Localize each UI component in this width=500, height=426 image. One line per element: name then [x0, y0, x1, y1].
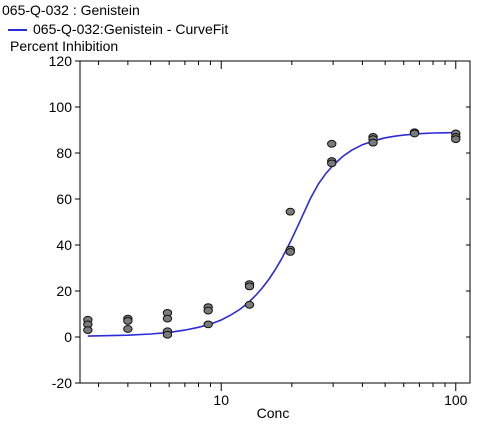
data-point	[327, 159, 337, 168]
x-axis-label: Conc	[257, 405, 290, 421]
legend-curvefit-label: 065-Q-032:Genistein - CurveFit	[33, 21, 228, 37]
legend: 065-Q-032 : Genistein 065-Q-032:Genistei…	[2, 2, 228, 37]
y-tick-label: 120	[49, 53, 73, 69]
y-tick-label: 40	[56, 237, 72, 253]
data-point	[162, 330, 173, 339]
y-tick-label: 100	[49, 99, 73, 115]
data-point	[368, 138, 378, 147]
plot-frame	[79, 60, 471, 384]
data-point	[285, 248, 295, 256]
data-point	[123, 325, 133, 333]
x-axis-ticks: 10 100	[98, 61, 468, 408]
data-point	[409, 129, 420, 138]
y-axis-ticks: -20 0 20 40 60 80 100 120	[49, 53, 470, 391]
curve-fit	[87, 131, 456, 337]
y-tick-label: 0	[64, 329, 72, 345]
data-point	[203, 320, 213, 329]
data-point	[83, 326, 93, 335]
y-tick-label: 80	[56, 145, 72, 161]
data-point	[451, 135, 461, 144]
data-point	[203, 306, 213, 315]
y-tick-label: 20	[56, 283, 72, 299]
data-point	[162, 314, 173, 323]
chart-title: 065-Q-032 : Genistein	[2, 2, 140, 18]
y-tick-label: -20	[52, 375, 72, 391]
data-point	[327, 139, 337, 148]
data-point	[123, 317, 133, 325]
x-tick-label: 10	[213, 392, 229, 408]
y-axis-label: Percent Inhibition	[10, 38, 118, 54]
data-point	[285, 207, 295, 216]
data-point	[244, 300, 255, 309]
data-points	[83, 128, 461, 339]
y-tick-label: 60	[56, 191, 72, 207]
data-point	[244, 282, 255, 291]
x-tick-label: 100	[444, 392, 468, 408]
curvefit-line	[87, 131, 456, 337]
